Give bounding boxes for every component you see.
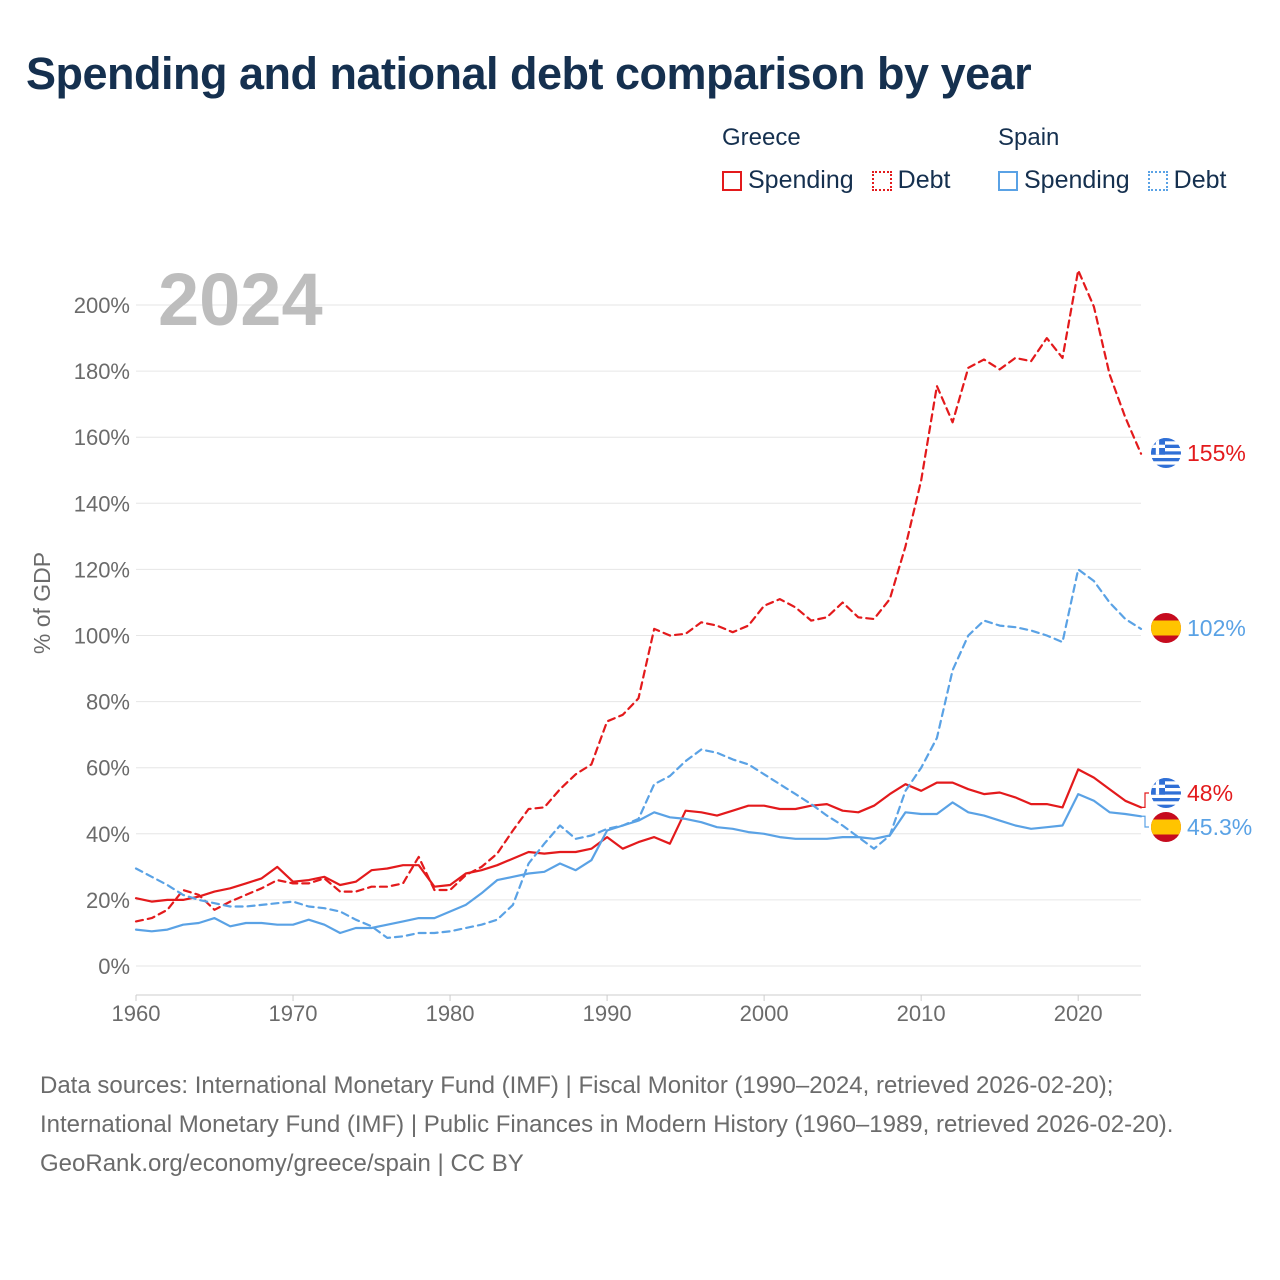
y-tick-label: 140%: [74, 491, 130, 516]
legend-item-greece-debt[interactable]: Debt: [872, 166, 951, 195]
x-tick-label: 2020: [1054, 1001, 1103, 1026]
series-line-greece-debt[interactable]: [136, 270, 1141, 921]
y-axis-title: % of GDP: [29, 552, 55, 654]
y-tick-label: 0%: [98, 954, 130, 979]
y-tick-label: 160%: [74, 425, 130, 450]
legend-swatch-dotted-icon: [1148, 171, 1168, 191]
end-value-label: 45.3%: [1187, 814, 1252, 840]
year-watermark: 2024: [158, 258, 323, 341]
y-tick-label: 120%: [74, 557, 130, 582]
legend-swatch-dotted-icon: [872, 171, 892, 191]
legend-group-greece: Greece Spending Debt: [722, 124, 950, 195]
y-tick-label: 180%: [74, 359, 130, 384]
x-tick-label: 1960: [112, 1001, 161, 1026]
y-tick-label: 80%: [86, 690, 130, 715]
end-value-label: 102%: [1187, 615, 1246, 641]
credit-link[interactable]: GeoRank.org/economy/greece/spain | CC BY: [40, 1144, 1240, 1183]
spain-flag-icon: [1150, 811, 1182, 843]
greece-flag-icon: [1150, 438, 1182, 468]
end-value-label: 48%: [1187, 780, 1233, 806]
legend-label: Debt: [1174, 166, 1227, 195]
series-line-greece-spending[interactable]: [136, 769, 1141, 901]
y-tick-label: 20%: [86, 888, 130, 913]
spain-flag-icon: [1150, 612, 1182, 644]
x-tick-label: 2010: [897, 1001, 946, 1026]
label-connector: [1141, 793, 1149, 807]
legend-country-greece: Greece: [722, 124, 950, 156]
legend-label: Debt: [898, 166, 951, 195]
x-tick-label: 1980: [426, 1001, 475, 1026]
greece-flag-icon: [1150, 778, 1182, 808]
legend-item-spain-debt[interactable]: Debt: [1148, 166, 1227, 195]
data-sources-text: Data sources: International Monetary Fun…: [40, 1066, 1240, 1144]
legend-item-spain-spending[interactable]: Spending: [998, 166, 1130, 195]
legend-label: Spending: [1024, 166, 1130, 195]
y-tick-label: 200%: [74, 293, 130, 318]
label-connector: [1141, 816, 1149, 827]
x-tick-label: 1990: [583, 1001, 632, 1026]
legend-swatch-solid-icon: [722, 171, 742, 191]
legend-label: Spending: [748, 166, 854, 195]
x-tick-label: 1970: [269, 1001, 318, 1026]
y-tick-label: 60%: [86, 756, 130, 781]
legend-item-greece-spending[interactable]: Spending: [722, 166, 854, 195]
series-line-spain-debt[interactable]: [136, 569, 1141, 938]
chart-title: Spending and national debt comparison by…: [26, 48, 1031, 100]
end-value-label: 155%: [1187, 440, 1246, 466]
line-chart: 0% 20% 40% 60% 80% 100% 120% 140% 160% 180% 200% 19…: [0, 230, 1280, 1060]
footer: Data sources: International Monetary Fun…: [40, 1066, 1240, 1183]
series-line-spain-spending[interactable]: [136, 794, 1141, 933]
y-tick-label: 40%: [86, 822, 130, 847]
y-tick-label: 100%: [74, 624, 130, 649]
legend-swatch-solid-icon: [998, 171, 1018, 191]
legend-country-spain: Spain: [998, 124, 1226, 156]
x-tick-label: 2000: [740, 1001, 789, 1026]
legend-group-spain: Spain Spending Debt: [998, 124, 1226, 195]
